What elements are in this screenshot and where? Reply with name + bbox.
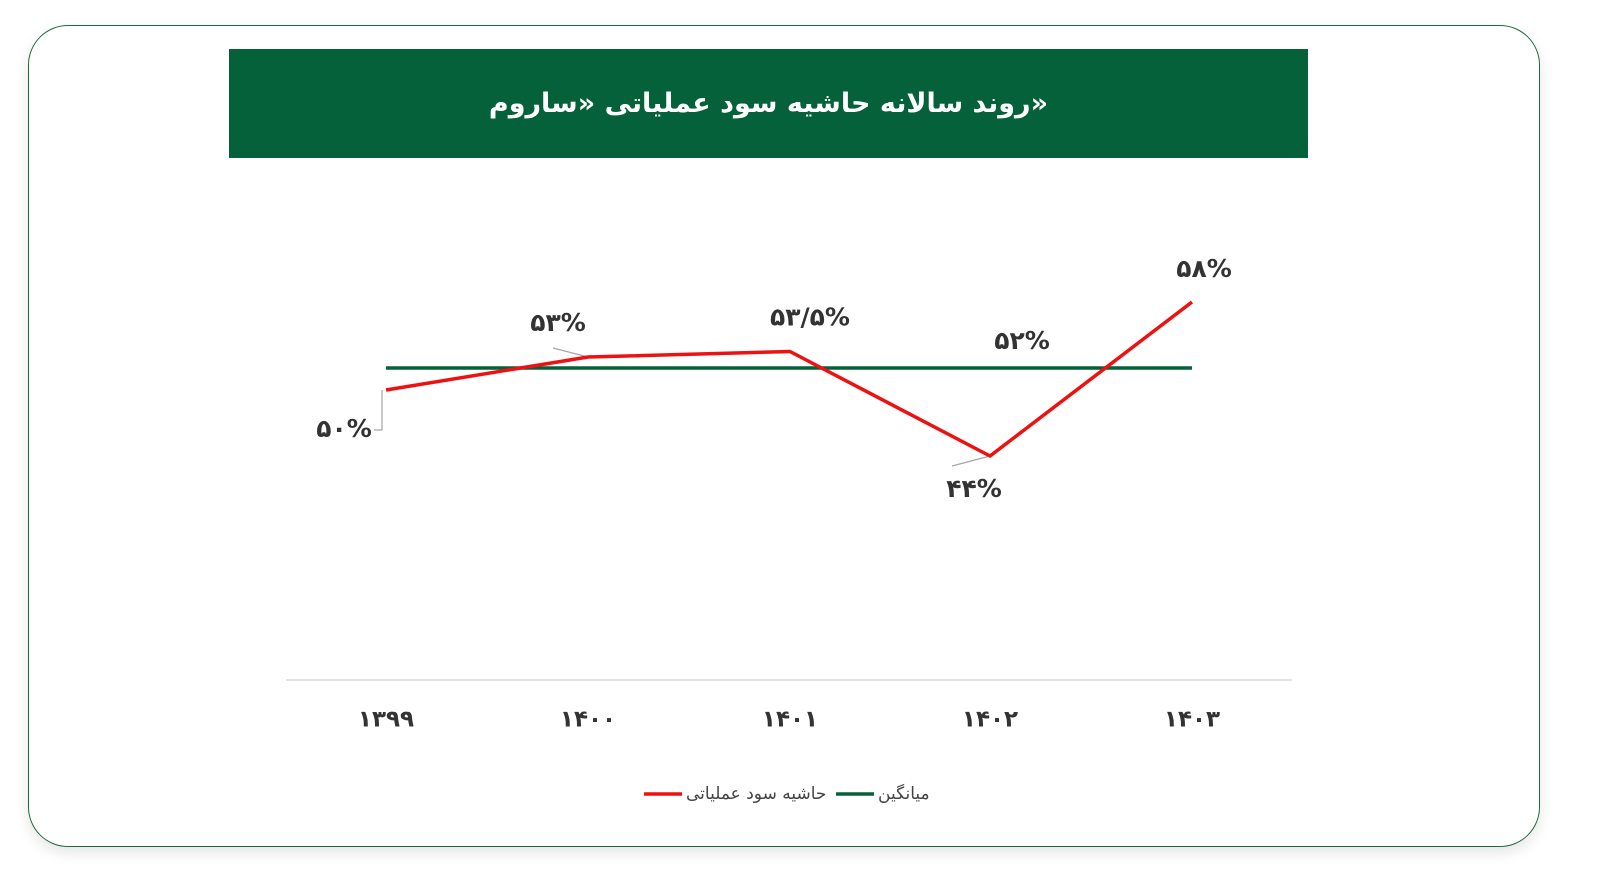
leader-lines	[374, 347, 991, 467]
series-lines	[385, 300, 1194, 458]
data-label-average: ۵۲%	[994, 326, 1050, 355]
data-label-operating-margin: ۵۳%	[530, 308, 586, 337]
x-tick-label: ۱۳۹۹	[358, 707, 414, 733]
legend-label-average: میانگین	[878, 783, 930, 804]
leader-line	[374, 390, 383, 431]
data-label-operating-margin: ۵۰%	[316, 414, 372, 443]
chart-title-bar: روند سالانه حاشیه سود عملیاتی «ساروم»	[229, 49, 1308, 158]
chart-card	[28, 25, 1540, 847]
data-label-operating-margin: ۵۳/۵%	[770, 303, 850, 332]
leader-line	[552, 347, 589, 358]
x-tick-labels: ۱۳۹۹ ۱۴۰۰ ۱۴۰۱ ۱۴۰۲ ۱۴۰۳	[358, 707, 1220, 733]
x-tick-label: ۱۴۰۳	[1164, 707, 1220, 733]
legend: حاشیه سود عملیاتی میانگین	[644, 783, 930, 804]
chart-title: روند سالانه حاشیه سود عملیاتی «ساروم»	[488, 88, 1049, 119]
series-line-operating-margin	[385, 300, 1194, 458]
data-label-operating-margin: ۵۸%	[1176, 254, 1232, 283]
x-tick-label: ۱۴۰۱	[762, 707, 818, 733]
x-tick-label: ۱۴۰۰	[560, 707, 616, 733]
data-labels: ۵۰% ۵۳% ۵۳/۵% ۴۴% ۵۸% ۵۲%	[316, 254, 1232, 503]
leader-line	[951, 455, 991, 467]
legend-label-operating-margin: حاشیه سود عملیاتی	[686, 784, 826, 804]
data-label-operating-margin: ۴۴%	[946, 474, 1002, 503]
x-tick-label: ۱۴۰۲	[962, 707, 1018, 733]
